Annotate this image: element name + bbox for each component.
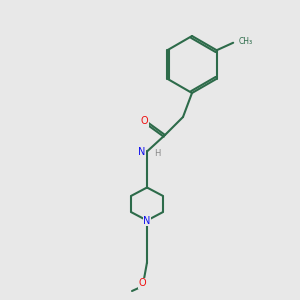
- Text: CH₃: CH₃: [238, 37, 253, 46]
- Text: H: H: [154, 148, 161, 158]
- Text: O: O: [140, 116, 148, 127]
- Text: N: N: [143, 215, 151, 226]
- Text: O: O: [139, 278, 146, 289]
- Text: N: N: [138, 147, 146, 158]
